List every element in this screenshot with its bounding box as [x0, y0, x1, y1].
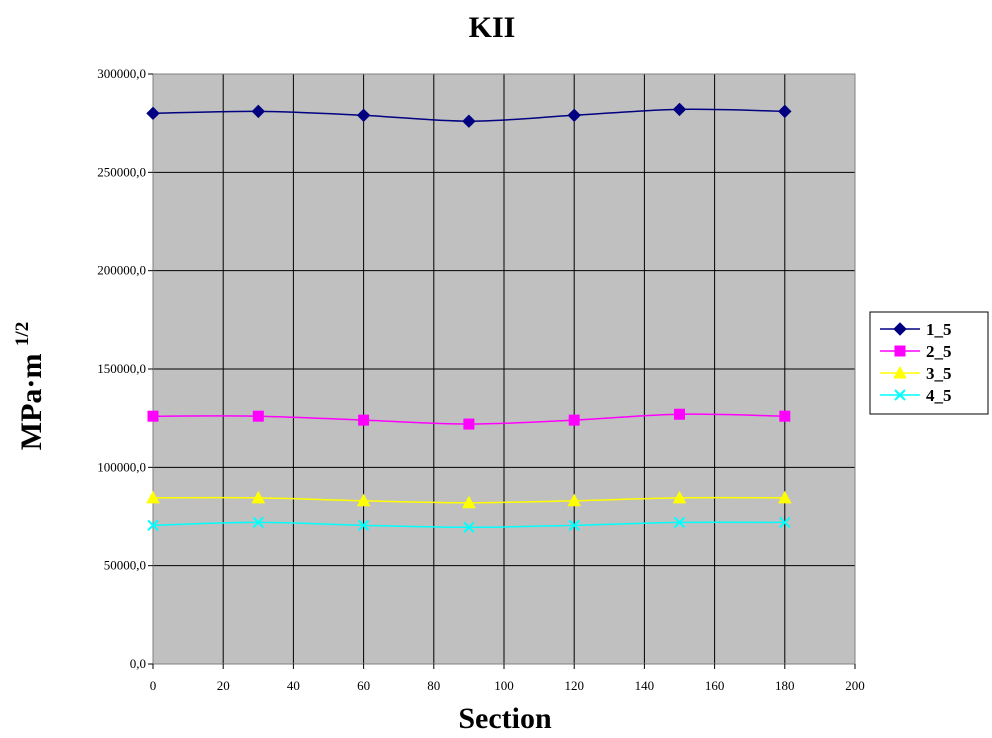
y-tick-label: 150000,0 — [97, 361, 146, 376]
legend-marker — [893, 365, 907, 379]
y-tick-label: 300000,0 — [97, 66, 146, 81]
x-tick-label: 200 — [845, 678, 865, 693]
y-axis-title: MPa·m 1/2 — [12, 322, 48, 450]
series-2_5 — [147, 408, 791, 430]
data-point — [147, 410, 159, 422]
legend-label: 3_5 — [926, 364, 952, 383]
data-point — [567, 108, 581, 123]
legend-item: 2_5 — [880, 342, 952, 361]
legend-item: 3_5 — [880, 364, 952, 383]
data-point — [779, 516, 791, 529]
y-tick-label: 200000,0 — [97, 263, 146, 278]
x-tick-label: 160 — [705, 678, 725, 693]
x-tick-label: 140 — [635, 678, 655, 693]
legend: 1_5 2_5 3_5 4_5 — [869, 311, 989, 415]
data-point — [777, 490, 792, 504]
y-tick-label: 100000,0 — [97, 459, 146, 474]
series-4_5 — [147, 516, 791, 534]
x-tick-label: 100 — [494, 678, 514, 693]
y-tick-label: 250000,0 — [97, 164, 146, 179]
x-tick-label: 80 — [427, 678, 440, 693]
data-point — [251, 490, 266, 504]
series-layer — [146, 102, 792, 534]
legend-label: 4_5 — [926, 386, 952, 405]
legend-label: 1_5 — [926, 320, 952, 339]
y-tick-label: 0,0 — [130, 656, 146, 671]
data-point — [356, 108, 371, 123]
legend-label: 2_5 — [926, 342, 952, 361]
data-point — [463, 418, 475, 430]
legend-marker — [894, 345, 906, 357]
y-axis-title-superscript: 1/2 — [12, 322, 33, 346]
data-point — [252, 516, 265, 529]
data-point — [779, 410, 791, 422]
data-point — [567, 493, 582, 507]
series-1_5 — [146, 102, 792, 128]
data-point — [568, 519, 580, 532]
legend-marker — [894, 389, 906, 401]
x-axis-title: Section — [458, 702, 552, 735]
data-point — [672, 102, 687, 117]
data-point — [673, 516, 686, 529]
data-point — [358, 414, 370, 426]
data-point — [778, 104, 792, 119]
x-tick-label: 20 — [217, 678, 230, 693]
data-point — [462, 114, 476, 128]
legend-marker — [893, 322, 907, 336]
x-tick-label: 0 — [150, 678, 157, 693]
x-tick-label: 60 — [357, 678, 370, 693]
data-point — [146, 490, 160, 504]
data-point — [462, 495, 476, 509]
y-tick-label: 50000,0 — [104, 558, 146, 573]
series-3_5 — [146, 490, 792, 509]
legend-item: 4_5 — [880, 386, 952, 405]
chart-title: KII — [469, 11, 516, 44]
legend-item: 1_5 — [880, 320, 952, 339]
axis-tick-labels: 0,0 50000,0 100000,0 150000,0 200000,0 250000… — [97, 66, 865, 693]
data-point — [146, 106, 160, 121]
data-point — [357, 519, 370, 532]
data-point — [672, 490, 687, 504]
data-point — [251, 104, 266, 119]
data-point — [147, 519, 159, 532]
data-point — [674, 408, 685, 420]
y-axis-title-main: MPa·m — [15, 354, 48, 451]
data-point — [252, 410, 264, 422]
x-tick-label: 120 — [564, 678, 584, 693]
x-tick-label: 180 — [775, 678, 795, 693]
data-point — [356, 493, 371, 507]
data-point — [463, 521, 475, 534]
x-tick-label: 40 — [287, 678, 300, 693]
data-point — [568, 414, 580, 426]
